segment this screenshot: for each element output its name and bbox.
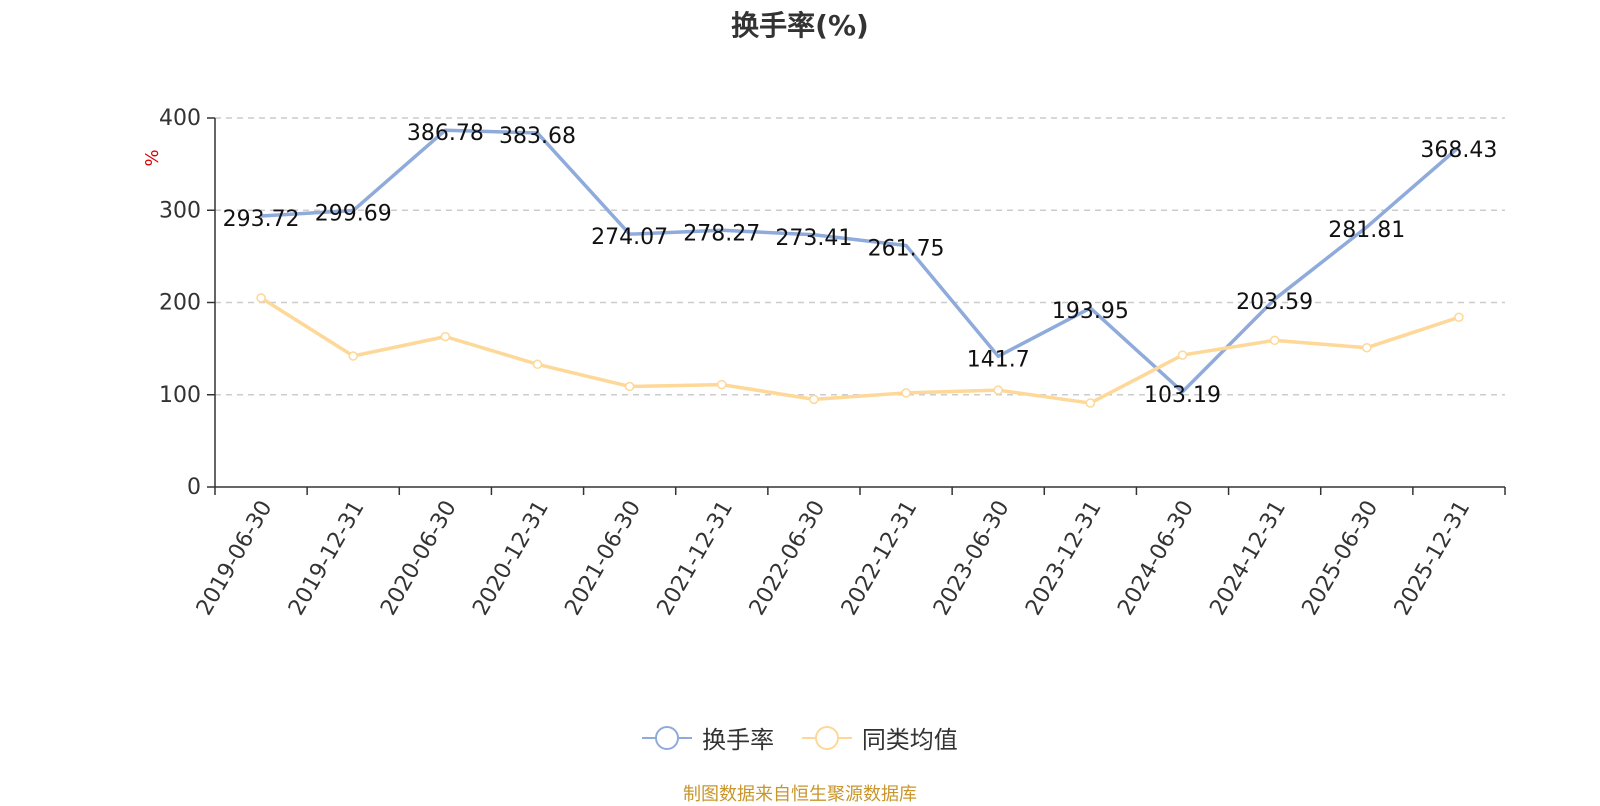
data-point-peer-avg <box>717 379 727 390</box>
data-label-turnover: 299.69 <box>315 202 392 227</box>
data-label-turnover: 293.72 <box>223 207 300 232</box>
legend-peer-avg-marker-icon <box>801 724 852 752</box>
data-point-peer-avg <box>1269 335 1280 346</box>
x-tick-label: 2020-06-30 <box>376 497 462 620</box>
x-tick-label: 2025-06-30 <box>1298 497 1384 620</box>
data-label-turnover: 273.41 <box>775 226 852 251</box>
x-tick-label: 2023-12-31 <box>1021 497 1107 620</box>
data-label-turnover: 274.07 <box>591 225 668 250</box>
series-line-turnover <box>260 128 1461 394</box>
data-point-peer-avg <box>256 293 266 303</box>
label-layer: 293.72 299.69 386.78 383.68 274.07 278.27 273.… <box>223 121 1498 408</box>
data-point-peer-avg <box>1085 398 1096 408</box>
x-tick-label: 2022-06-30 <box>745 497 831 620</box>
legend: 换手率 同类均值 <box>0 720 1600 758</box>
y-tick-label: 300 <box>159 198 201 223</box>
source-note: 制图数据来自恒生聚源数据库 <box>683 784 917 805</box>
legend-turnover-marker-icon <box>642 724 693 752</box>
data-point-peer-avg <box>440 331 451 342</box>
y-tick-label: 200 <box>159 291 201 316</box>
axis-layer: 0 100 200 300 400% 2019-06-30 2019-12-31 2020-0… <box>142 106 1506 620</box>
data-point-peer-avg <box>1362 342 1372 353</box>
x-tick-label: 2019-06-30 <box>192 497 278 620</box>
legend-item-turnover[interactable]: 换手率 <box>642 720 774 755</box>
x-tick-label: 2021-12-31 <box>653 497 739 620</box>
data-label-turnover: 141.7 <box>967 347 1030 372</box>
x-tick-label: 2025-12-31 <box>1390 497 1476 620</box>
y-axis-unit-label: % <box>142 149 163 166</box>
data-label-turnover: 383.68 <box>499 124 576 149</box>
x-tick-label: 2020-12-31 <box>468 497 554 620</box>
data-point-peer-avg <box>532 359 543 370</box>
x-tick-label: 2024-12-31 <box>1205 497 1291 620</box>
data-label-turnover: 368.43 <box>1420 138 1497 163</box>
legend-item-peer-avg[interactable]: 同类均值 <box>801 720 958 755</box>
chart-title: 换手率(%) <box>731 9 869 42</box>
data-label-turnover: 281.81 <box>1328 218 1405 243</box>
series-line-peer-avg <box>260 296 1460 405</box>
data-point-peer-avg <box>993 385 1003 395</box>
data-point-peer-avg <box>348 351 358 361</box>
legend-turnover-label: 换手率 <box>702 726 775 754</box>
x-tick-label: 2021-06-30 <box>560 497 646 620</box>
line-chart: 0 100 200 300 400% 2019-06-30 2019-12-31 2020-0… <box>142 106 1506 620</box>
data-point-peer-avg <box>1177 350 1188 360</box>
data-label-turnover: 386.78 <box>407 121 484 146</box>
data-label-turnover: 278.27 <box>683 221 760 246</box>
x-tick-label: 2024-06-30 <box>1113 497 1199 620</box>
y-tick-label: 0 <box>187 475 201 500</box>
data-point-peer-avg <box>901 388 911 398</box>
x-tick-label: 2022-12-31 <box>837 497 923 620</box>
grid-layer <box>215 117 1505 396</box>
data-label-turnover: 261.75 <box>868 237 945 262</box>
data-point-peer-avg <box>624 381 635 392</box>
x-tick-label: 2019-12-31 <box>284 497 370 620</box>
data-label-turnover: 103.19 <box>1144 383 1221 408</box>
y-tick-label: 100 <box>159 383 201 408</box>
series-layer <box>256 128 1464 408</box>
x-tick-label: 2023-06-30 <box>929 497 1015 620</box>
data-point-peer-avg <box>809 394 819 405</box>
legend-peer-avg-label: 同类均值 <box>861 726 958 754</box>
data-label-turnover: 193.95 <box>1052 299 1129 324</box>
data-point-peer-avg <box>1454 312 1464 323</box>
y-tick-label: 400 <box>159 106 201 131</box>
data-label-turnover: 203.59 <box>1236 290 1313 315</box>
